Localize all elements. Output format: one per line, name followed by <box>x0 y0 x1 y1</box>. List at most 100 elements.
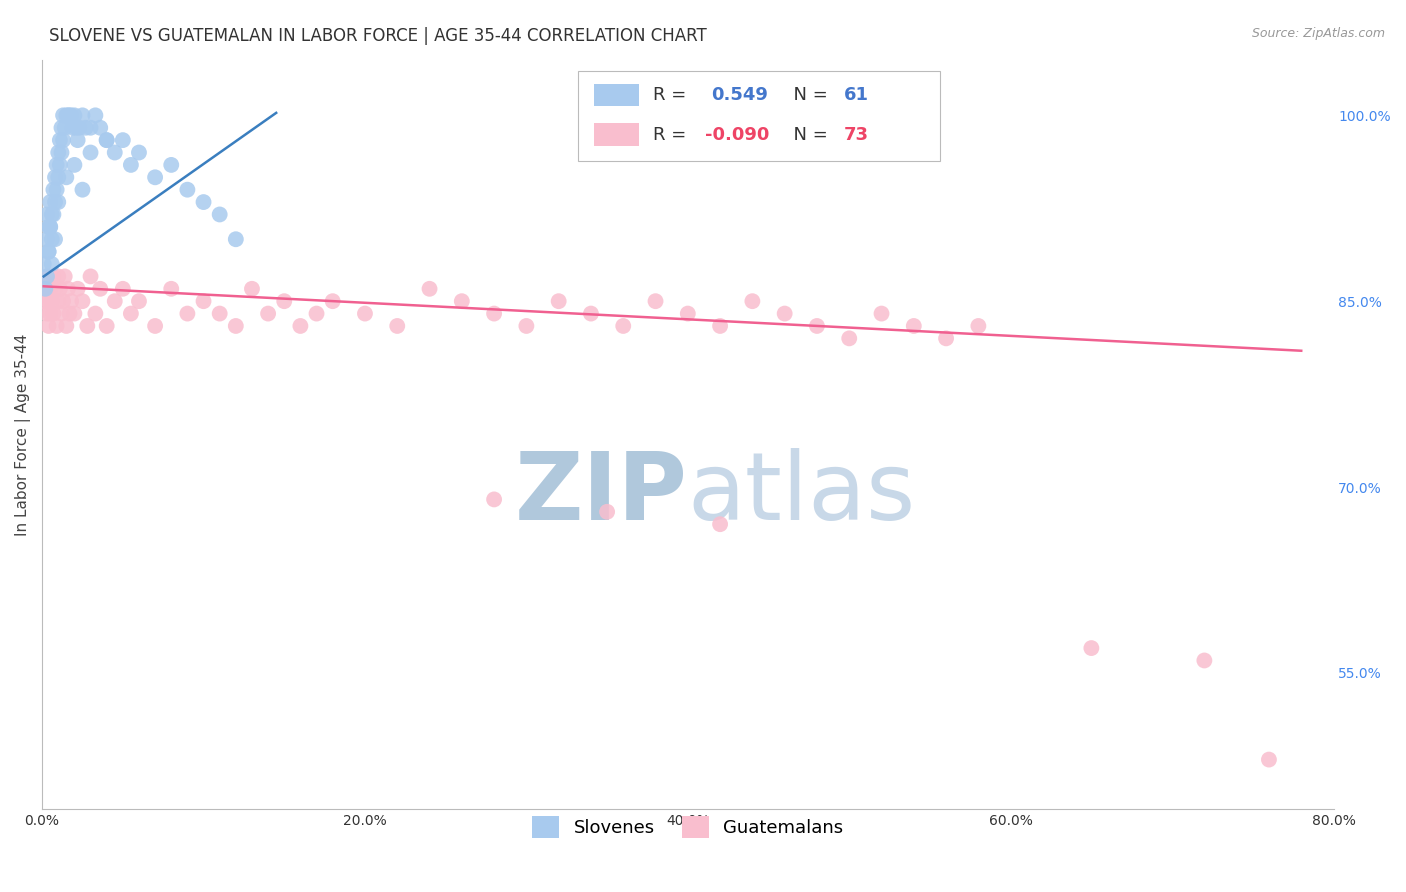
Y-axis label: In Labor Force | Age 35-44: In Labor Force | Age 35-44 <box>15 334 31 535</box>
Point <box>42 207 65 221</box>
Legend: Slovenes, Guatemalans: Slovenes, Guatemalans <box>524 809 851 845</box>
Text: Source: ZipAtlas.com: Source: ZipAtlas.com <box>1251 27 1385 40</box>
Point <box>46 170 69 185</box>
Point <box>72 183 94 197</box>
Point <box>63 108 86 122</box>
Point <box>46 145 69 160</box>
Point <box>58 307 80 321</box>
Point <box>1258 753 1281 767</box>
Point <box>34 282 56 296</box>
Text: 61: 61 <box>844 86 869 103</box>
Point <box>806 318 828 333</box>
Text: ZIP: ZIP <box>515 449 688 541</box>
Point <box>89 282 111 296</box>
Point <box>41 232 63 246</box>
Point <box>35 269 58 284</box>
Text: 0.549: 0.549 <box>711 86 768 103</box>
Point <box>644 294 666 309</box>
Point <box>515 318 537 333</box>
Text: 73: 73 <box>844 126 869 144</box>
Text: atlas: atlas <box>688 449 917 541</box>
Point <box>38 244 60 259</box>
Point <box>41 257 63 271</box>
Point <box>208 207 231 221</box>
Point <box>46 294 69 309</box>
Point <box>53 120 76 135</box>
Point <box>76 318 98 333</box>
Point <box>45 183 67 197</box>
Point <box>676 307 699 321</box>
Point <box>38 294 60 309</box>
Point <box>79 120 101 135</box>
Point <box>39 307 62 321</box>
Point <box>290 318 312 333</box>
Point <box>967 318 990 333</box>
Point <box>56 108 79 122</box>
Point <box>596 505 619 519</box>
Point <box>41 294 63 309</box>
Point <box>111 282 134 296</box>
Point <box>65 120 87 135</box>
Point <box>176 183 198 197</box>
FancyBboxPatch shape <box>593 123 638 145</box>
Point <box>44 195 66 210</box>
Point <box>111 133 134 147</box>
Point <box>84 307 107 321</box>
Point <box>104 294 127 309</box>
Point <box>56 282 79 296</box>
Point <box>257 307 280 321</box>
Point <box>354 307 377 321</box>
Point <box>66 133 89 147</box>
Point <box>39 195 62 210</box>
Point <box>579 307 602 321</box>
Point <box>176 307 198 321</box>
Point <box>79 145 101 160</box>
Point <box>741 294 763 309</box>
Point <box>38 219 60 234</box>
Point <box>35 307 58 321</box>
Point <box>773 307 796 321</box>
Point <box>450 294 472 309</box>
Point <box>903 318 925 333</box>
Point <box>32 257 55 271</box>
Point <box>55 108 77 122</box>
Point <box>44 170 66 185</box>
Point <box>322 294 344 309</box>
Point <box>84 108 107 122</box>
Point <box>35 232 58 246</box>
Point <box>79 269 101 284</box>
Point <box>143 170 166 185</box>
Point <box>51 145 73 160</box>
Point <box>1080 641 1102 656</box>
Point <box>55 318 77 333</box>
Point <box>89 120 111 135</box>
Point <box>160 282 183 296</box>
Point <box>225 232 247 246</box>
Point <box>42 307 65 321</box>
Point <box>52 108 75 122</box>
Point <box>128 145 150 160</box>
Point <box>96 133 118 147</box>
Point <box>39 219 62 234</box>
Point <box>49 158 72 172</box>
Point <box>38 318 60 333</box>
Point <box>935 331 957 345</box>
Point <box>72 294 94 309</box>
Point <box>46 195 69 210</box>
Point <box>387 318 409 333</box>
Point <box>128 294 150 309</box>
Point <box>1194 653 1216 667</box>
Point <box>49 282 72 296</box>
Point <box>44 282 66 296</box>
Point <box>60 294 83 309</box>
Point <box>39 282 62 296</box>
Text: SLOVENE VS GUATEMALAN IN LABOR FORCE | AGE 35-44 CORRELATION CHART: SLOVENE VS GUATEMALAN IN LABOR FORCE | A… <box>49 27 707 45</box>
Point <box>66 282 89 296</box>
Point <box>52 133 75 147</box>
Point <box>63 307 86 321</box>
Point <box>482 307 505 321</box>
Point <box>41 207 63 221</box>
Point <box>58 108 80 122</box>
Point <box>193 294 215 309</box>
Point <box>160 158 183 172</box>
